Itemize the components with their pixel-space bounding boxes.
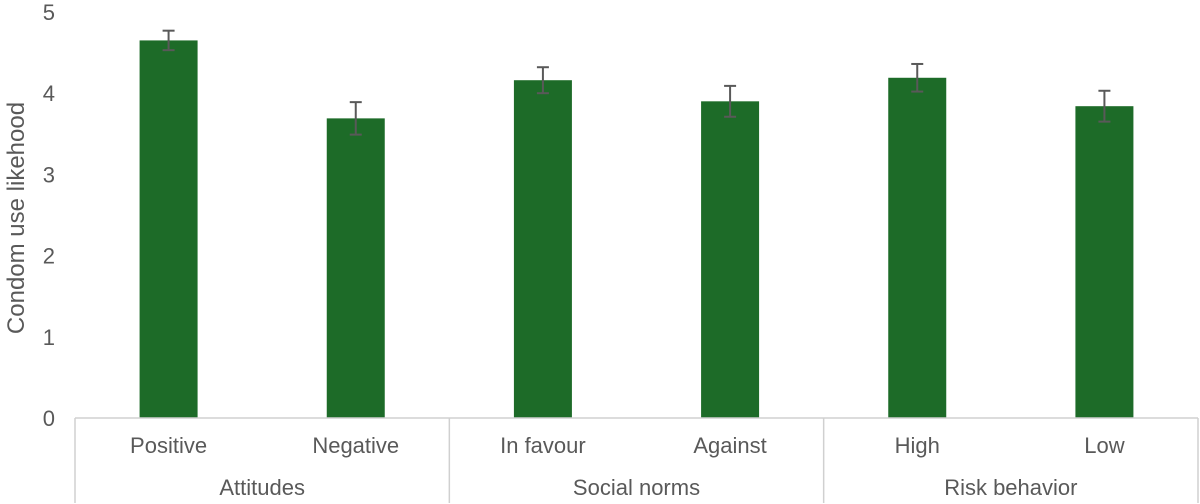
y-axis-ticks: 0 1 2 3 4 5 — [43, 0, 55, 431]
bars — [139, 40, 1134, 419]
error-bar — [724, 84, 737, 118]
category-label: High — [895, 433, 940, 458]
category-label: In favour — [500, 433, 586, 458]
y-tick-label: 1 — [43, 325, 55, 350]
category-label: Negative — [312, 433, 399, 458]
y-tick-label: 5 — [43, 0, 55, 25]
y-axis-title: Condom use likehood — [3, 102, 30, 334]
error-bar — [536, 66, 549, 95]
category-label: Positive — [130, 433, 207, 458]
bar-positive — [139, 40, 198, 419]
bar-against — [701, 101, 760, 418]
x-axis: Positive Negative In favour Against High Low A… — [74, 417, 1199, 503]
error-bars — [162, 29, 1111, 136]
category-label: Against — [693, 433, 766, 458]
error-bar — [911, 62, 924, 93]
group-label: Social norms — [573, 475, 700, 500]
error-bar — [162, 29, 175, 52]
bar-high — [888, 77, 947, 418]
y-tick-label: 3 — [43, 162, 55, 187]
group-label: Risk behavior — [944, 475, 1077, 500]
bar-negative — [326, 118, 385, 418]
error-bar — [349, 101, 362, 136]
y-tick-label: 4 — [43, 81, 55, 106]
error-bar — [1098, 89, 1111, 123]
y-tick-label: 0 — [43, 406, 55, 431]
bar-low — [1075, 106, 1134, 418]
group-label: Attitudes — [219, 475, 305, 500]
bar-in-favour — [513, 80, 572, 418]
y-tick-label: 2 — [43, 244, 55, 269]
category-label: Low — [1084, 433, 1124, 458]
